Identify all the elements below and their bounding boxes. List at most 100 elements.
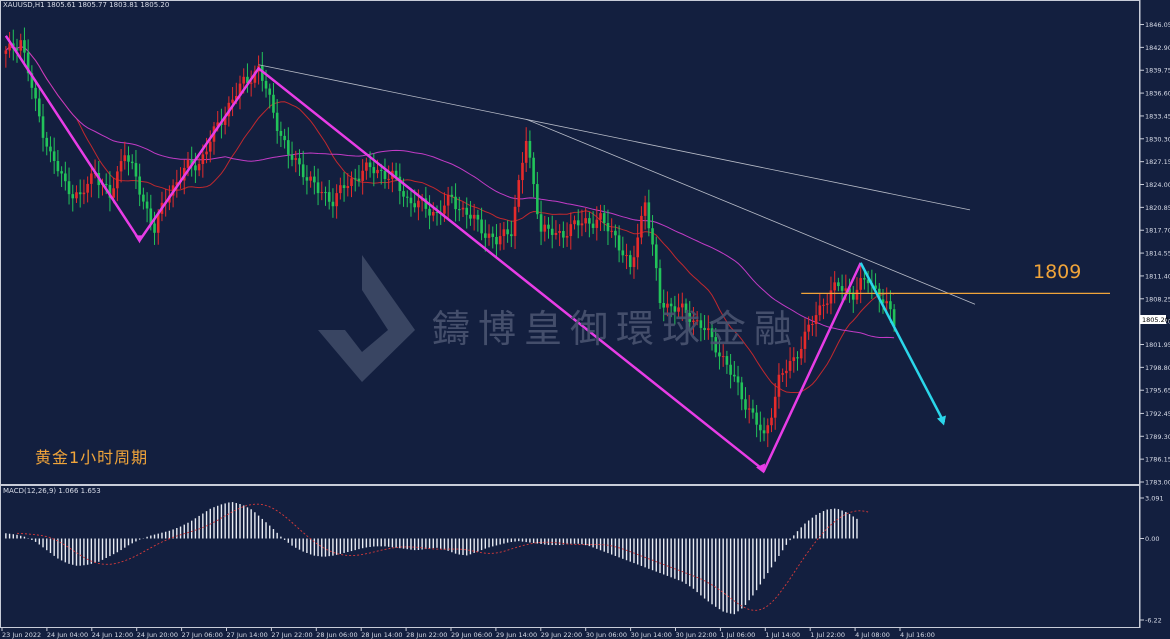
x-tick-label: 4 Jul 16:00	[900, 631, 935, 639]
wave-first-low-arrowhead	[134, 235, 143, 244]
price-candles	[4, 27, 896, 448]
candle-body	[313, 176, 316, 183]
candle-body	[863, 278, 866, 280]
x-tick-label: 28 Jun 14:00	[361, 631, 402, 639]
candle-body	[874, 285, 877, 289]
candle-body	[539, 214, 543, 232]
candle-body	[840, 286, 844, 291]
candle-body	[86, 183, 89, 193]
candle-body	[569, 224, 573, 237]
candle-body	[346, 185, 350, 189]
candle-body	[773, 396, 777, 418]
candle-body	[8, 43, 11, 51]
y-tick-label: 1786.15	[1145, 456, 1170, 464]
candle-body	[108, 184, 112, 198]
x-tick-label: 24 Jun 20:00	[137, 631, 178, 639]
candle-body	[480, 219, 483, 234]
candle-body	[71, 194, 75, 199]
candle-body	[90, 173, 93, 184]
candle-body	[264, 80, 268, 89]
macd-tick-label: -6.22	[1145, 617, 1162, 625]
candle-body	[130, 161, 134, 164]
candle-body	[602, 213, 606, 223]
candle-body	[156, 213, 160, 233]
wave-low-arrowhead	[756, 463, 766, 474]
candle-body	[142, 194, 145, 202]
x-tick-label: 30 Jun 14:00	[631, 631, 672, 639]
candle-body	[104, 184, 108, 186]
candle-body	[216, 122, 220, 127]
candle-body	[703, 327, 706, 331]
candle-body	[138, 176, 141, 195]
candle-body	[584, 218, 587, 224]
candle-body	[365, 162, 368, 171]
candle-body	[729, 364, 732, 375]
x-tick-label: 23 Jun 2022	[2, 631, 41, 639]
candle-body	[34, 87, 37, 99]
macd-tick-label: 3.091	[1145, 495, 1164, 503]
x-tick-label: 1 Jul 06:00	[720, 631, 755, 639]
candle-body	[654, 244, 658, 269]
candle-body	[327, 192, 331, 202]
candle-body	[558, 230, 561, 233]
y-tick-label: 1820.85	[1145, 204, 1170, 212]
candle-body	[402, 191, 405, 197]
candle-body	[379, 169, 383, 171]
candle-body	[814, 315, 818, 325]
candle-body	[521, 162, 524, 181]
candle-body	[324, 192, 327, 194]
candle-body	[658, 268, 662, 304]
x-tick-label: 24 Jun 12:00	[92, 631, 133, 639]
candle-body	[588, 218, 591, 224]
y-tick-label: 1789.30	[1145, 433, 1170, 441]
candle-body	[465, 207, 469, 215]
candle-body	[194, 165, 197, 171]
candle-body	[822, 304, 825, 306]
candle-body	[461, 207, 465, 210]
candle-body	[811, 324, 814, 326]
trend-line-upper	[258, 64, 971, 211]
candle-body	[457, 209, 461, 211]
candle-body	[30, 73, 34, 88]
candle-body	[398, 176, 402, 192]
candle-body	[628, 255, 632, 268]
y-tick-label: 1836.60	[1145, 90, 1170, 98]
candle-body	[855, 289, 859, 300]
candle-body	[287, 140, 290, 155]
candle-body	[435, 211, 439, 213]
candle-body	[766, 425, 770, 434]
candle-body	[829, 290, 833, 304]
candle-body	[662, 303, 666, 308]
candle-body	[383, 170, 387, 180]
macd-axis: 3.091 0.00 -6.22	[1140, 495, 1164, 625]
candle-body	[733, 374, 736, 377]
candle-body	[249, 82, 253, 84]
x-tick-label: 27 Jun 22:00	[271, 631, 312, 639]
candle-body	[294, 158, 298, 160]
x-tick-label: 28 Jun 06:00	[316, 631, 357, 639]
candle-body	[785, 370, 788, 374]
candle-body	[339, 185, 342, 194]
candle-body	[707, 328, 710, 331]
candle-body	[417, 200, 420, 208]
candle-body	[290, 154, 294, 160]
y-tick-label: 1824.00	[1145, 181, 1170, 189]
candle-body	[892, 309, 896, 327]
candle-body	[446, 194, 450, 206]
forecast-line	[859, 262, 946, 424]
candle-body	[744, 399, 747, 410]
candle-body	[699, 320, 703, 328]
candle-body	[606, 222, 610, 232]
candle-body	[740, 382, 744, 400]
candle-body	[591, 223, 595, 228]
candle-body	[353, 178, 357, 180]
candle-body	[759, 424, 762, 431]
candle-body	[792, 357, 796, 361]
candle-body	[454, 196, 457, 210]
y-tick-label: 1814.55	[1145, 250, 1170, 258]
candle-body	[491, 233, 495, 237]
candle-body	[610, 230, 613, 232]
candle-body	[666, 303, 669, 308]
candle-body	[305, 177, 309, 181]
